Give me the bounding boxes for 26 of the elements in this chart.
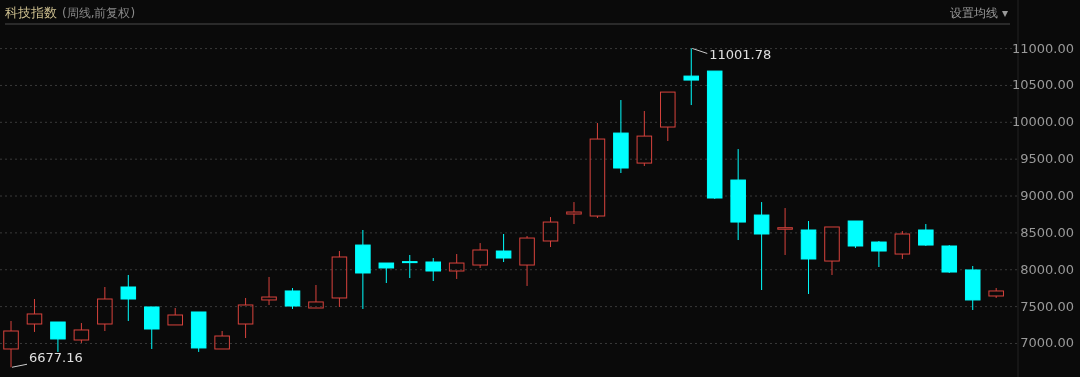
candlestick: [519, 235, 535, 287]
annotation: 11001.78: [709, 47, 772, 63]
candlestick: [613, 99, 629, 174]
y-tick-label: 10500.00: [1011, 77, 1074, 93]
candlestick: [120, 274, 137, 322]
candlestick: [683, 47, 700, 106]
y-tick-label: 8500.00: [1020, 224, 1074, 240]
y-tick-label: 10000.00: [1011, 114, 1074, 130]
chart-subtitle: (周线,前复权): [62, 6, 136, 20]
text: 设置均线 ▾: [950, 6, 1008, 20]
candlestick: [566, 201, 582, 225]
candlestick: [472, 242, 488, 269]
y-tick-label: 8000.00: [1020, 261, 1074, 277]
candlestick: [777, 207, 793, 256]
annotation: 6677.16: [29, 350, 83, 366]
candlestick: [730, 148, 746, 241]
y-tick-label: 11000.00: [1011, 40, 1074, 56]
candlestick: [355, 229, 371, 310]
candlestick: [3, 320, 19, 368]
y-tick-label: 7000.00: [1020, 335, 1074, 351]
y-tick-label: 7500.00: [1020, 298, 1074, 314]
y-tick-label: 9500.00: [1020, 151, 1074, 167]
candlestick: [261, 276, 277, 306]
y-tick-label: 9000.00: [1020, 188, 1074, 204]
chart-title: 科技指数: [5, 5, 57, 20]
candlestick: [753, 201, 770, 291]
